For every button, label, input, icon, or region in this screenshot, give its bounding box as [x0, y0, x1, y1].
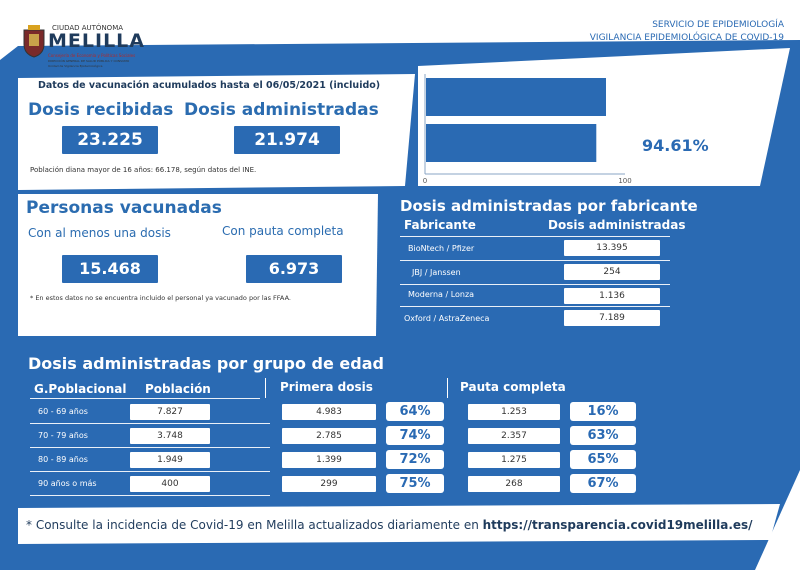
full-course-cell: 268 [468, 476, 560, 492]
footer-note: * Consulte la incidencia de Covid-19 en … [26, 518, 753, 532]
tick-label-0: 0 [423, 177, 427, 185]
group-column-header: G.Poblacional [34, 382, 127, 396]
logo-line4: DIRECCIÓN GENERAL DE SALUD PÚBLICA Y CON… [48, 59, 130, 63]
header-divider [447, 378, 448, 398]
age-row-line [30, 471, 270, 472]
maker-row-line [400, 284, 670, 285]
one-dose-value: 15.468 [60, 253, 160, 285]
full-course-column-header: Pauta completa [460, 380, 566, 394]
vigilance-title: VIGILANCIA EPIDEMIOLÓGICA DE COVID-19 [589, 33, 784, 43]
received-label: Dosis recibidas [28, 100, 174, 120]
logo-line3: Consejería de Economía y Políticas Socia… [48, 53, 136, 58]
coverage-percent: 94.61% [642, 136, 709, 155]
full-course-cell: 2.357 [468, 428, 560, 444]
bar-received [426, 78, 606, 116]
first-dose-cell: 4.983 [282, 404, 376, 420]
age-population-cell: 3.748 [130, 428, 210, 444]
first-dose-cell: 2.785 [282, 428, 376, 444]
footer-link[interactable]: https://transparencia.covid19melilla.es/ [482, 518, 753, 532]
maker-row-line [400, 306, 670, 307]
age-group-label: 80 - 89 años [38, 455, 88, 464]
full-course-cell: 1.253 [468, 404, 560, 420]
full-course-percent: 67% [570, 474, 636, 493]
doses-column-header: Dosis administradas [548, 218, 686, 232]
bar-administered [426, 124, 597, 162]
full-course-cell: 1.275 [468, 452, 560, 468]
full-value: 6.973 [244, 253, 344, 285]
age-title: Dosis administradas por grupo de edad [28, 354, 384, 373]
full-course-percent: 16% [570, 402, 636, 421]
full-course-percent: 65% [570, 450, 636, 469]
age-row-line [30, 423, 270, 424]
age-row-line [30, 495, 270, 496]
footer-text: * Consulte la incidencia de Covid-19 en … [26, 518, 483, 532]
maker-doses: 254 [564, 264, 660, 280]
logo-line5: Unidad de Vigilancia Epidemiológica [48, 64, 103, 68]
first-dose-cell: 299 [282, 476, 376, 492]
age-population-cell: 1.949 [130, 452, 210, 468]
vaccinated-note: * En estos datos no se encuentra incluid… [30, 294, 291, 302]
maker-name: BioNtech / Pfizer [408, 244, 475, 253]
age-population-cell: 400 [130, 476, 210, 492]
maker-doses: 13.395 [564, 240, 660, 256]
age-group-label: 60 - 69 años [38, 407, 88, 416]
service-title: SERVICIO DE EPIDEMIOLOGÍA [652, 20, 784, 30]
header-divider [265, 378, 266, 398]
one-dose-label: Con al menos una dosis [28, 226, 171, 240]
logo-melilla: MELILLA [48, 30, 145, 52]
coat-of-arms-logo [20, 24, 48, 58]
manufacturer-header-line [400, 236, 670, 237]
logo-line1: CIUDAD AUTÓNOMA [52, 24, 124, 32]
tick-label-100: 100 [618, 177, 631, 185]
first-dose-cell: 1.399 [282, 452, 376, 468]
received-value: 23.225 [60, 124, 160, 156]
population-column-header: Población [145, 382, 211, 396]
full-label: Con pauta completa [222, 224, 344, 238]
full-course-percent: 63% [570, 426, 636, 445]
first-dose-column-header: Primera dosis [280, 380, 373, 394]
progress-chart: 0 100 [423, 74, 632, 185]
maker-column-header: Fabricante [404, 218, 476, 232]
maker-name: JBJ / Janssen [412, 268, 461, 277]
vaccinated-title: Personas vacunadas [26, 198, 222, 218]
maker-row-line [400, 260, 670, 261]
age-group-label: 70 - 79 años [38, 431, 88, 440]
maker-doses: 1.136 [564, 288, 660, 304]
first-dose-percent: 75% [386, 474, 444, 493]
age-population-cell: 7.827 [130, 404, 210, 420]
first-dose-percent: 64% [386, 402, 444, 421]
age-group-label: 90 años o más [38, 479, 97, 488]
maker-name: Oxford / AstraZeneca [404, 314, 490, 323]
administered-label: Dosis administradas [184, 100, 379, 120]
first-dose-percent: 74% [386, 426, 444, 445]
date-text: Datos de vacunación acumulados hasta el … [38, 80, 381, 91]
first-dose-percent: 72% [386, 450, 444, 469]
administered-value: 21.974 [232, 124, 342, 156]
maker-doses: 7.189 [564, 310, 660, 326]
maker-name: Moderna / Lonza [408, 290, 475, 299]
age-header-line [30, 398, 260, 399]
age-row-line [30, 447, 270, 448]
manufacturer-title: Dosis administradas por fabricante [400, 197, 698, 215]
population-note: Población diana mayor de 16 años: 66.178… [30, 166, 257, 174]
